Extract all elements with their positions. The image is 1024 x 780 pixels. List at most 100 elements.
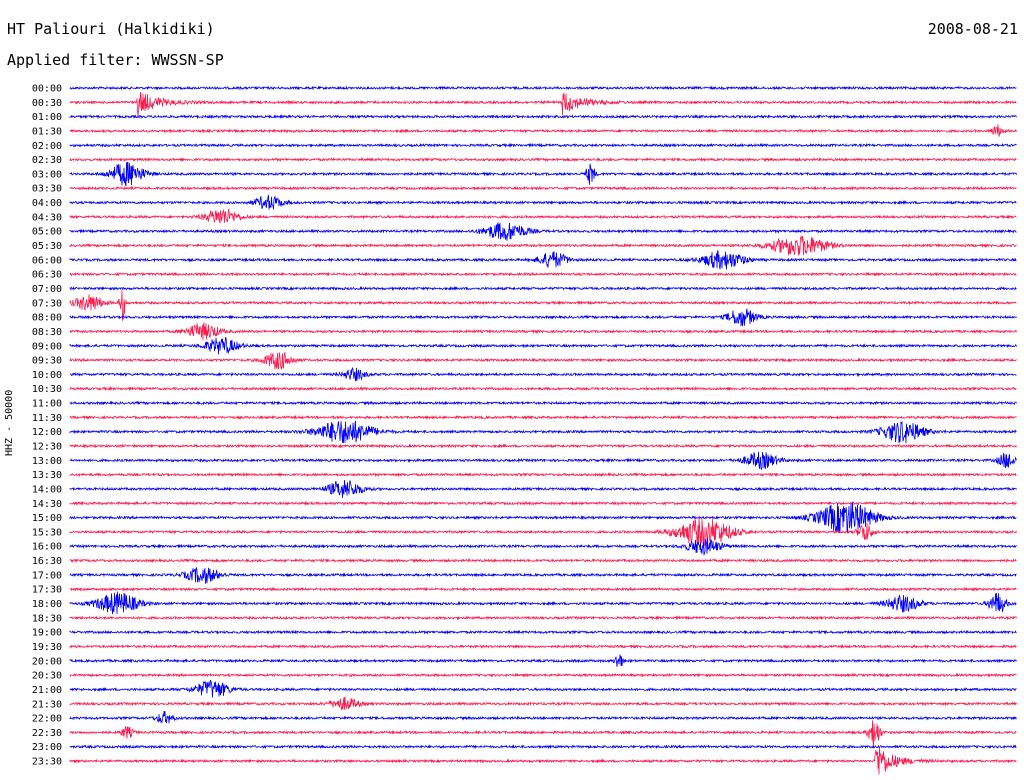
row-label: 07:30 [32,298,62,309]
trace-line [69,386,1017,392]
row-label: 02:00 [32,141,62,152]
row-label: 13:30 [32,470,62,481]
row-label: 05:30 [32,241,62,252]
trace-line [69,672,1017,678]
row-label: 23:00 [32,742,62,753]
trace-line [69,92,1017,116]
trace-line [69,591,1017,615]
trace-line [69,208,1017,224]
row-label: 15:30 [32,527,62,538]
row-label: 04:30 [32,212,62,223]
row-label: 20:00 [32,656,62,667]
trace-line [69,615,1017,621]
row-label: 00:00 [32,84,62,95]
trace-line [69,679,1017,698]
trace-line [69,586,1017,592]
trace-line [69,352,1017,370]
trace-line [69,537,1017,556]
row-label: 20:30 [32,671,62,682]
trace-line [69,710,1017,724]
row-label: 16:30 [32,556,62,567]
trace-line [69,653,1017,667]
trace-line [69,271,1017,277]
row-label: 07:00 [32,284,62,295]
trace-line [69,366,1017,382]
row-label: 00:30 [32,98,62,109]
row-label: 06:30 [32,270,62,281]
row-label: 22:00 [32,714,62,725]
row-label: 03:30 [32,184,62,195]
trace-line [69,479,1017,499]
row-label: 10:30 [32,384,62,395]
row-label: 22:30 [32,728,62,739]
row-label: 02:30 [32,155,62,166]
trace-line [69,517,1017,547]
trace-line [69,308,1017,327]
trace-line [69,747,1017,775]
row-label: 01:00 [32,112,62,123]
trace-line [69,142,1017,148]
row-label: 14:30 [32,499,62,510]
row-label: 11:00 [32,399,62,410]
trace-line [69,471,1017,478]
row-label: 18:30 [32,613,62,624]
row-label: 17:30 [32,585,62,596]
row-label: 06:00 [32,255,62,266]
trace-line [69,322,1017,341]
trace-line [69,720,1017,749]
row-label: 03:00 [32,169,62,180]
row-label: 21:30 [32,699,62,710]
row-label: 09:00 [32,341,62,352]
filter-label: Applied filter: WWSSN-SP [7,51,224,69]
row-label: 09:30 [32,356,62,367]
trace-line [69,400,1017,406]
trace-line [69,643,1017,650]
trace-line [69,185,1017,191]
trace-line [69,337,1017,355]
trace-line [69,744,1017,750]
trace-line [69,500,1017,506]
trace-line [69,156,1017,163]
trace-line [69,124,1017,137]
row-label: 21:00 [32,685,62,696]
row-label: 11:30 [32,413,62,424]
trace-line [69,566,1017,584]
date-label: 2008-08-21 [927,20,1018,38]
trace-line [69,629,1017,635]
row-label: 08:00 [32,313,62,324]
trace-line [69,114,1017,120]
row-label: 12:30 [32,442,62,453]
trace-line [69,85,1017,91]
row-label: 13:00 [32,456,62,467]
trace-line [69,161,1017,187]
row-label: 14:00 [32,484,62,495]
trace-line [69,222,1017,241]
trace-line [69,194,1017,210]
row-label: 04:00 [32,198,62,209]
station-title: HT Paliouri (Halkidiki) [7,20,215,38]
row-label: 08:30 [32,327,62,338]
trace-line [69,501,1017,534]
row-label: 17:00 [32,570,62,581]
row-label: 12:00 [32,427,62,438]
trace-line [69,250,1017,270]
trace-line [69,696,1017,711]
trace-line [69,235,1017,256]
trace-line [69,285,1017,292]
trace-line [69,443,1017,449]
row-label: 15:00 [32,513,62,524]
row-label: 23:30 [32,757,62,768]
trace-line [69,290,1017,321]
row-label: 19:00 [32,628,62,639]
row-label: 05:00 [32,227,62,238]
row-label: 16:00 [32,542,62,553]
row-label: 19:30 [32,642,62,653]
row-label: 01:30 [32,126,62,137]
row-label: 10:00 [32,370,62,381]
trace-line [69,451,1017,471]
trace-line [69,420,1017,444]
trace-line [69,558,1017,564]
row-label: 18:00 [32,599,62,610]
trace-line [69,414,1017,420]
